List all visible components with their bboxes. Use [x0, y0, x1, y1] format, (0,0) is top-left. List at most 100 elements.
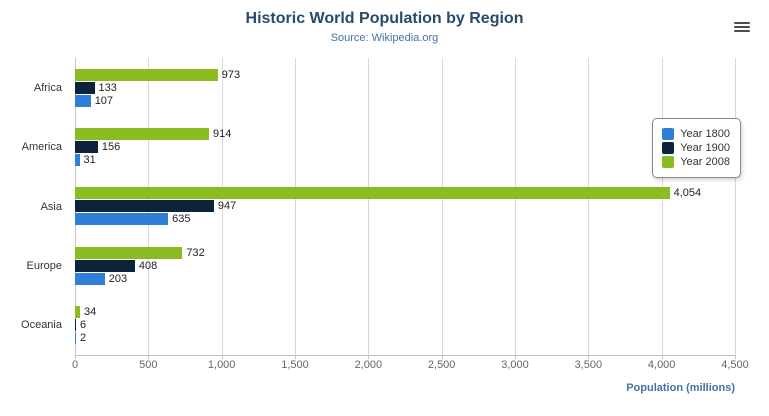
bar-europe-year-1800[interactable] — [75, 272, 105, 285]
bar-oceania-year-1800[interactable] — [75, 332, 76, 345]
bar-row: 133 — [75, 81, 735, 94]
bar-row: 34 — [75, 306, 735, 319]
bar-value-label: 408 — [138, 259, 158, 272]
bar-value-label: 947 — [217, 200, 237, 213]
bar-america-year-1900[interactable] — [75, 141, 98, 154]
legend-item-year-1900[interactable]: Year 1900 — [662, 142, 730, 154]
legend-label: Year 1800 — [680, 128, 730, 140]
x-tick-label: 4,000 — [647, 359, 676, 371]
bar-value-label: 31 — [83, 154, 96, 167]
x-axis-tickmark — [295, 355, 296, 359]
bar-asia-year-2008[interactable] — [75, 187, 670, 200]
bar-value-label: 6 — [80, 319, 87, 332]
bar-asia-year-1800[interactable] — [75, 213, 169, 226]
bar-america-year-1800[interactable] — [75, 154, 80, 167]
x-tick-label: 500 — [139, 359, 158, 371]
category-label-asia: Asia — [40, 200, 62, 213]
x-axis-tickmark — [441, 355, 443, 359]
x-axis-tickmark — [515, 355, 516, 359]
x-tick-label: 0 — [71, 359, 79, 371]
bar-america-year-2008[interactable] — [75, 128, 210, 141]
bar-europe-year-2008[interactable] — [75, 246, 183, 259]
category-label-oceania: Oceania — [21, 319, 62, 332]
bar-row: 203 — [75, 272, 735, 285]
x-axis-tickmark — [221, 355, 223, 359]
bar-value-label: 914 — [213, 128, 232, 141]
gridline — [221, 58, 223, 355]
x-tick-label: 1,500 — [281, 359, 309, 371]
hamburger-line — [734, 26, 750, 28]
hamburger-line — [734, 22, 750, 24]
chart-title: Historic World Population by Region — [245, 10, 524, 27]
bar-row: 107 — [75, 94, 735, 107]
category-label-europe: Europe — [26, 259, 62, 272]
x-axis-tickmark — [588, 355, 590, 359]
x-tick-label: 3,500 — [574, 359, 603, 371]
category-label-africa: Africa — [33, 81, 62, 94]
bar-value-label: 4,054 — [673, 187, 702, 200]
x-axis-tickmark — [75, 355, 76, 359]
bar-value-label: 732 — [186, 246, 205, 259]
bar-group-oceania: 34 6 2 — [75, 296, 735, 355]
legend-swatch — [662, 128, 675, 140]
category-axis: Africa America Asia Europe Oceania — [0, 58, 69, 355]
bar-africa-year-2008[interactable] — [75, 68, 218, 81]
x-tick-label: 1,000 — [207, 359, 236, 371]
x-tick-label: 3,000 — [501, 359, 529, 371]
bar-value-label: 635 — [172, 213, 191, 226]
export-menu-icon[interactable] — [734, 22, 750, 34]
x-axis-tickmark — [148, 355, 150, 359]
category-label-america: America — [21, 141, 62, 154]
legend-swatch — [662, 156, 675, 168]
gridline — [588, 58, 590, 355]
hamburger-line — [734, 30, 750, 32]
bar-row: 635 — [75, 213, 735, 226]
x-axis-title: Population (millions) — [626, 382, 735, 394]
bar-row: 732 — [75, 246, 735, 259]
x-axis-tick-labels: 0 500 1,000 1,500 2,000 2,500 3,000 3,500 4,000 4… — [71, 359, 749, 373]
gridline — [735, 58, 736, 355]
bar-row: 6 — [75, 319, 735, 332]
bar-value-label: 34 — [83, 306, 97, 319]
bar-row: 973 — [75, 68, 735, 81]
bar-value-label: 156 — [101, 141, 121, 154]
legend-swatch — [662, 142, 675, 154]
gridline — [368, 58, 370, 355]
legend: Year 1800 Year 1900 Year 2008 — [652, 118, 741, 178]
bar-asia-year-1900[interactable] — [75, 200, 214, 213]
bar-row: 914 — [75, 128, 735, 141]
bar-africa-year-1900[interactable] — [75, 81, 95, 94]
bar-oceania-year-1900[interactable] — [75, 319, 76, 332]
x-tick-label: 2,500 — [427, 359, 456, 371]
bar-value-label: 107 — [94, 94, 114, 107]
bar-group-europe: 732 408 203 — [75, 236, 735, 295]
plot-area: 973 133 107 914 156 31 4,054 947 635 732 408 203 34 6… — [75, 58, 736, 356]
bar-value-label: 2 — [80, 332, 87, 345]
legend-item-year-2008[interactable]: Year 2008 — [662, 156, 730, 168]
x-axis-tickmark — [368, 355, 370, 359]
bar-europe-year-1900[interactable] — [75, 259, 135, 272]
bar-africa-year-1800[interactable] — [75, 94, 91, 107]
legend-label: Year 1900 — [680, 142, 730, 154]
x-tick-label: 4,500 — [721, 359, 749, 371]
bar-row: 156 — [75, 141, 735, 154]
legend-item-year-1800[interactable]: Year 1800 — [662, 128, 730, 140]
bar-value-label: 973 — [221, 68, 241, 81]
bar-group-africa: 973 133 107 — [75, 58, 735, 117]
legend-label: Year 2008 — [680, 156, 730, 168]
x-tick-label: 2,000 — [354, 359, 383, 371]
bar-value-label: 133 — [98, 81, 117, 94]
bar-row: 4,054 — [75, 187, 735, 200]
bar-row: 2 — [75, 332, 735, 345]
x-axis-tickmark — [661, 355, 663, 359]
bar-group-america: 914 156 31 — [75, 117, 735, 176]
x-axis-tickmark — [735, 355, 736, 359]
gridline — [441, 58, 443, 355]
gridline — [515, 58, 516, 355]
bar-group-asia: 4,054 947 635 — [75, 177, 735, 236]
bar-oceania-year-2008[interactable] — [75, 306, 80, 319]
bar-row: 408 — [75, 259, 735, 272]
bar-value-label: 203 — [108, 272, 128, 285]
chart-subtitle: Source: Wikipedia.org — [330, 32, 439, 44]
